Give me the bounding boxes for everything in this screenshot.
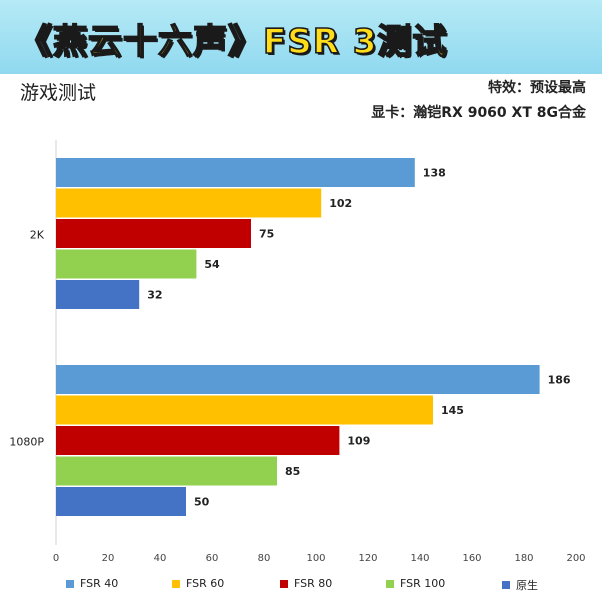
x-tick-label: 100 <box>306 553 325 564</box>
legend-label: FSR 80 <box>294 577 333 590</box>
chart-legend: FSR 40 FSR 60 FSR 80 FSR 100 原生 <box>0 577 602 595</box>
data-label: 138 <box>423 167 446 180</box>
legend-swatch <box>172 579 180 588</box>
x-tick-label: 80 <box>258 553 271 564</box>
data-label: 32 <box>147 289 162 302</box>
bar <box>56 158 415 187</box>
legend-item: 原生 <box>502 577 538 593</box>
data-label: 75 <box>259 228 274 241</box>
category-label: 2K <box>30 228 45 241</box>
bar <box>56 426 340 455</box>
x-tick-label: 200 <box>566 553 585 564</box>
legend-label: 原生 <box>516 579 538 592</box>
data-label: 50 <box>194 496 210 509</box>
title-banner: 《燕云十六声》FSR 3测试 <box>0 0 602 78</box>
x-tick-label: 40 <box>154 553 167 564</box>
legend-swatch <box>280 579 288 588</box>
bar <box>56 280 140 309</box>
legend-item: FSR 40 <box>66 577 118 590</box>
data-label: 145 <box>441 404 464 417</box>
legend-item: FSR 100 <box>386 577 445 590</box>
data-label: 54 <box>204 258 220 271</box>
legend-item: FSR 80 <box>280 577 332 590</box>
bar <box>56 487 186 516</box>
x-tick-label: 160 <box>462 553 481 564</box>
x-tick-label: 0 <box>53 553 59 564</box>
bar <box>56 456 277 486</box>
legend-label: FSR 100 <box>400 577 446 590</box>
legend-label: FSR 60 <box>186 577 225 590</box>
bar <box>56 188 322 218</box>
legend-label: FSR 40 <box>80 577 119 590</box>
legend-swatch <box>502 581 510 589</box>
bar <box>56 365 540 394</box>
data-label: 85 <box>285 465 300 478</box>
effects-setting: 特效：预设最高 <box>488 80 586 96</box>
category-label: 1080P <box>9 435 44 448</box>
x-tick-label: 120 <box>358 553 377 564</box>
bar <box>56 249 197 279</box>
data-label: 109 <box>347 435 370 448</box>
page-title: 《燕云十六声》FSR 3测试 <box>17 21 448 63</box>
gpu-info: 显卡：瀚铠RX 9060 XT 8G合金 <box>371 105 586 121</box>
bar <box>56 219 251 248</box>
x-tick-label: 60 <box>206 553 219 564</box>
data-label: 102 <box>329 197 352 210</box>
data-label: 186 <box>548 374 571 387</box>
x-tick-label: 140 <box>410 553 429 564</box>
legend-swatch <box>66 579 74 588</box>
legend-swatch <box>386 579 394 588</box>
bar <box>56 395 433 425</box>
x-tick-label: 20 <box>102 553 115 564</box>
x-tick-label: 180 <box>514 553 533 564</box>
chart-subtitle: 游戏测试 <box>20 82 97 104</box>
legend-item: FSR 60 <box>172 577 224 590</box>
